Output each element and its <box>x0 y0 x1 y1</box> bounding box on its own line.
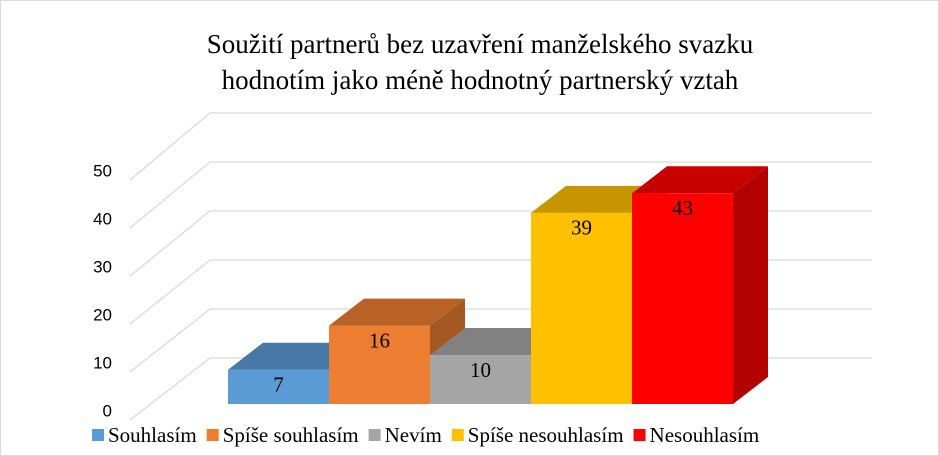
legend-swatch <box>451 429 464 441</box>
legend-label: Nevím <box>385 423 442 447</box>
bar-top <box>632 166 768 194</box>
y-tick-label: 30 <box>93 257 112 276</box>
legend-swatch <box>206 429 219 441</box>
grid-line <box>129 112 872 181</box>
bar <box>632 193 733 404</box>
chart-title: Soužití partnerů bez uzavření manželskéh… <box>207 29 754 59</box>
y-tick-label: 40 <box>93 209 112 228</box>
y-tick-label: 0 <box>103 401 112 420</box>
bar-side <box>733 166 768 404</box>
legend-label: Nesouhlasím <box>650 423 760 447</box>
data-label: 43 <box>672 196 693 220</box>
bar-top <box>329 298 465 326</box>
legend-swatch <box>633 429 646 441</box>
y-tick-label: 50 <box>93 161 112 180</box>
chart-title: hodnotím jako méně hodnotný partnerský v… <box>222 65 739 95</box>
bar <box>430 355 531 404</box>
data-label: 16 <box>369 328 390 352</box>
y-tick-label: 10 <box>93 353 112 372</box>
legend-swatch <box>92 429 104 441</box>
bar <box>228 369 329 404</box>
data-label: 7 <box>273 373 284 397</box>
y-tick-label: 20 <box>93 305 112 324</box>
legend-label: Spíše souhlasím <box>223 423 359 447</box>
data-label: 39 <box>571 216 592 240</box>
legend-swatch <box>368 429 381 441</box>
legend-label: Souhlasím <box>108 423 197 447</box>
data-label: 10 <box>470 358 491 382</box>
legend-label: Spíše nesouhlasím <box>468 423 624 447</box>
grid-line <box>129 161 872 229</box>
bar <box>329 325 430 404</box>
bar <box>531 212 632 404</box>
